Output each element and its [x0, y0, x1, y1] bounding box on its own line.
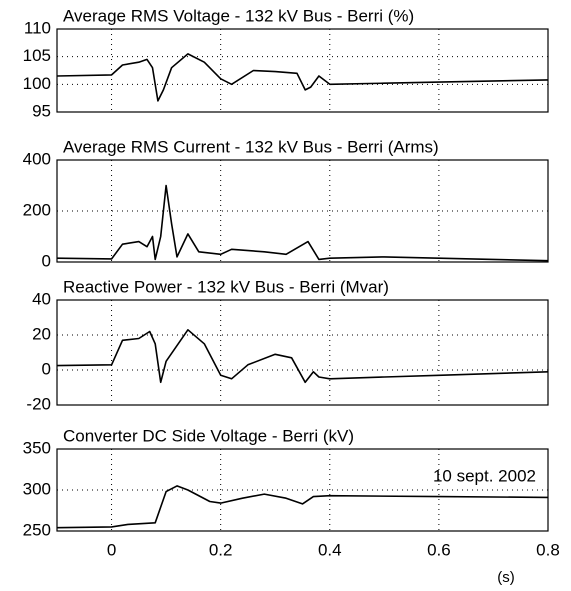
line-series	[56, 184, 549, 262]
y-tick-label: 300	[23, 479, 51, 498]
y-tick-label: 350	[23, 438, 51, 457]
y-tick-label: 105	[23, 46, 51, 65]
y-tick-label: 0	[42, 251, 51, 270]
panel-title: Average RMS Voltage - 132 kV Bus - Berri…	[63, 6, 414, 25]
y-tick-label: 40	[32, 289, 51, 308]
y-tick-label: 110	[24, 18, 51, 37]
panel-title: Converter DC Side Voltage - Berri (kV)	[63, 426, 354, 445]
y-tick-label: 250	[23, 520, 51, 539]
plot-frame	[56, 159, 549, 263]
y-tick-label: -20	[26, 394, 51, 413]
line-series	[56, 329, 549, 384]
y-tick-label: 400	[23, 149, 51, 168]
plot-frame	[56, 299, 549, 406]
plot-frame	[56, 28, 549, 113]
y-tick-label: 100	[23, 74, 51, 93]
line-series	[56, 485, 549, 529]
y-tick-label: 0	[42, 359, 51, 378]
panel-title: Average RMS Current - 132 kV Bus - Berri…	[63, 137, 439, 156]
x-tick-label: 0.2	[209, 540, 233, 559]
annotation: 10 sept. 2002	[433, 466, 536, 485]
x-tick-label: 0	[107, 540, 116, 559]
y-tick-label: 95	[32, 101, 51, 120]
plot-frame	[56, 448, 549, 532]
line-series	[56, 53, 549, 102]
x-axis-label: (s)	[497, 569, 515, 586]
y-tick-label: 200	[23, 200, 51, 219]
x-tick-label: 0.8	[536, 540, 560, 559]
y-tick-label: 20	[32, 324, 51, 343]
x-tick-label: 0.4	[318, 540, 342, 559]
panel-title: Reactive Power - 132 kV Bus - Berri (Mva…	[63, 277, 389, 296]
x-tick-label: 0.6	[427, 540, 451, 559]
